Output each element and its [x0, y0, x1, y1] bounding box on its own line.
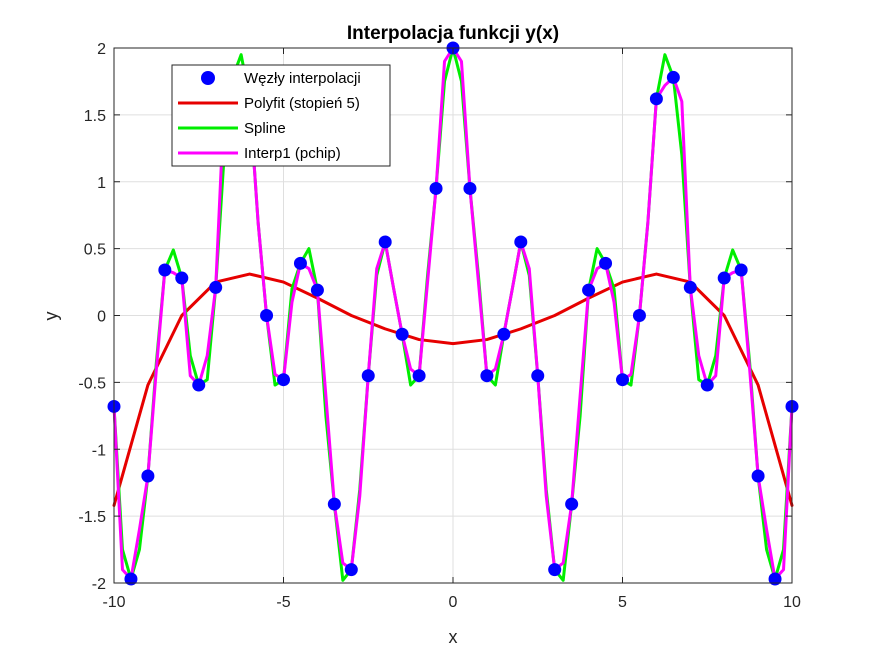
node-point: [666, 70, 680, 84]
x-axis-label: x: [449, 627, 458, 647]
node-point: [209, 280, 223, 294]
node-point: [531, 369, 545, 383]
node-point: [175, 271, 189, 285]
y-tick-label: -0.5: [78, 375, 106, 392]
node-point: [277, 373, 290, 387]
y-tick-label: -1: [92, 442, 106, 459]
y-tick-label: 0.5: [84, 242, 106, 259]
node-point: [632, 309, 646, 322]
node-point: [344, 563, 358, 577]
node-point: [293, 256, 307, 270]
node-point: [616, 373, 629, 387]
node-point: [395, 327, 409, 341]
node-point: [124, 572, 138, 586]
node-point: [497, 327, 511, 341]
node-point: [141, 469, 155, 483]
node-point: [734, 263, 748, 277]
node-point: [599, 256, 613, 270]
x-tick-label: 0: [449, 594, 458, 611]
x-tick-label: 5: [618, 594, 627, 611]
node-point: [582, 283, 596, 297]
node-point: [192, 378, 206, 392]
legend-label-spline: Spline: [244, 120, 286, 137]
legend-marker-nodes: [201, 71, 215, 85]
y-tick-label: 1.5: [84, 108, 106, 125]
y-tick-label: -1.5: [78, 509, 106, 526]
node-point: [361, 369, 375, 383]
legend-label-polyfit: Polyfit (stopień 5): [244, 95, 360, 112]
node-point: [378, 235, 392, 249]
node-point: [700, 378, 714, 392]
y-tick-label: 1: [97, 175, 106, 192]
node-point: [327, 497, 341, 511]
y-tick-label: 2: [97, 41, 106, 58]
node-point: [429, 181, 443, 195]
node-point: [412, 369, 426, 383]
node-point: [565, 497, 579, 511]
x-tick-label: -10: [102, 594, 125, 611]
node-point: [463, 181, 477, 195]
y-tick-label: -2: [92, 576, 106, 593]
node-point: [751, 469, 765, 483]
node-point: [548, 563, 562, 577]
node-point: [514, 235, 528, 249]
series-line-polyfit: [112, 272, 794, 507]
node-point: [717, 271, 731, 285]
node-point: [260, 309, 274, 322]
y-axis-label: y: [41, 312, 61, 321]
x-tick-label: -5: [276, 594, 290, 611]
legend-label-nodes: Węzły interpolacji: [244, 70, 361, 87]
node-point: [683, 280, 697, 294]
node-point: [480, 369, 494, 383]
x-tick-label: 10: [783, 594, 801, 611]
node-point: [310, 283, 324, 297]
node-point: [649, 92, 663, 106]
y-tick-label: 0: [97, 309, 106, 326]
chart-title: Interpolacja funkcji y(x): [347, 23, 559, 44]
legend-label-pchip: Interp1 (pchip): [244, 145, 341, 162]
legend: Węzły interpolacji Polyfit (stopień 5) S…: [171, 64, 391, 167]
node-point: [158, 263, 172, 277]
node-point: [768, 572, 782, 586]
x-ticks: -10 -5 0 5 10: [102, 48, 801, 611]
y-ticks: -2 -1.5 -1 -0.5 0 0.5 1 1.5 2: [78, 41, 792, 593]
